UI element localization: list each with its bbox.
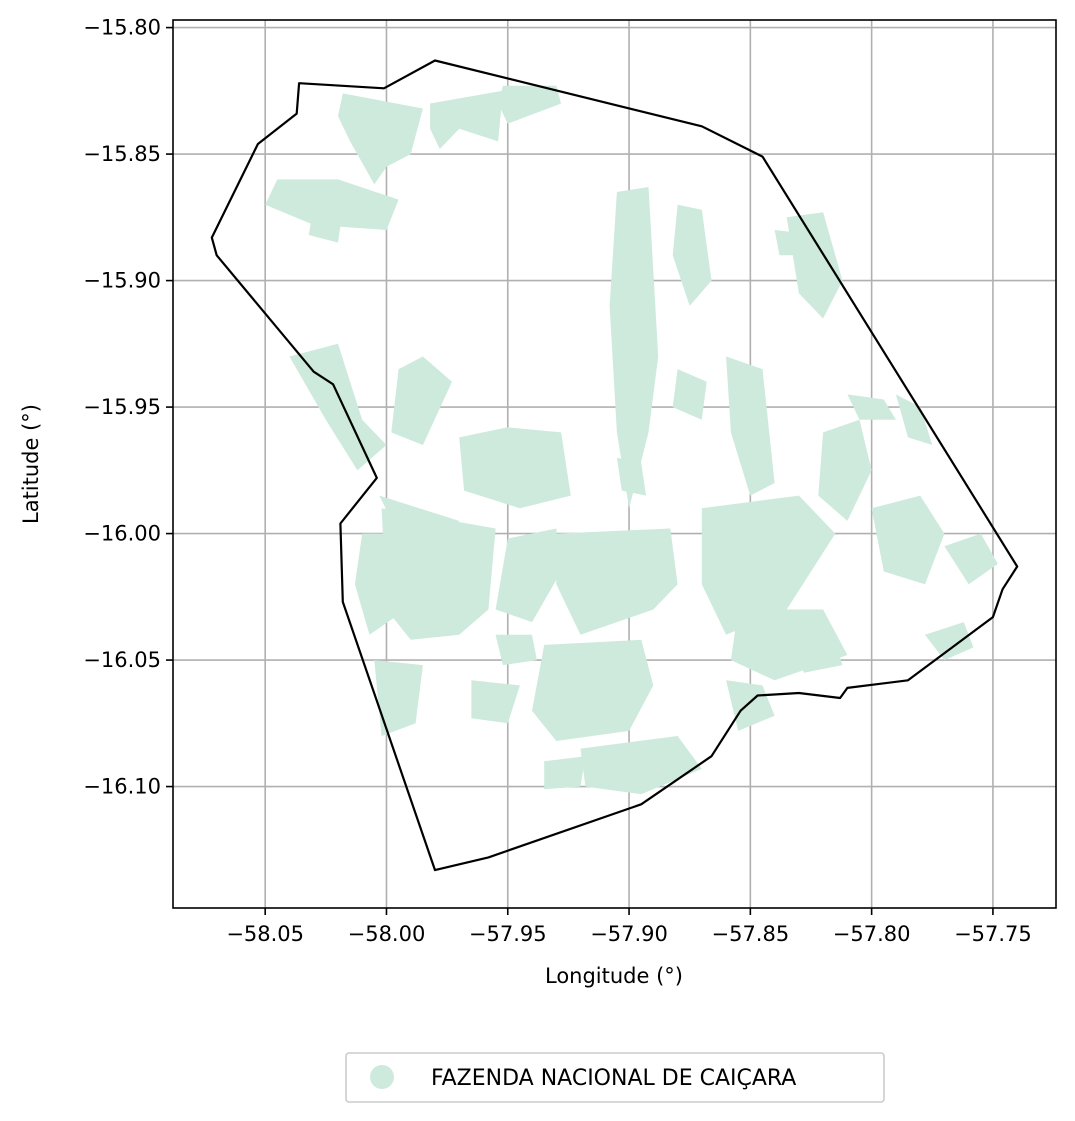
fazenda-area-patch (701, 495, 836, 635)
x-tick-label: −58.05 (226, 922, 304, 946)
fazenda-area-patch (580, 736, 702, 795)
y-tick-label: −16.05 (83, 648, 161, 672)
legend: FAZENDA NACIONAL DE CAIÇARA (345, 1052, 885, 1103)
fazenda-area-patch (374, 660, 423, 736)
y-axis-label: Latitude (°) (19, 404, 43, 524)
fazenda-area-patch (495, 528, 562, 623)
fazenda-area-patch (672, 369, 707, 420)
boundary-layer (210, 59, 1019, 872)
x-axis-label: Longitude (°) (545, 964, 683, 988)
fazenda-area-patch (871, 495, 945, 585)
fazenda-area-patch (338, 93, 423, 185)
x-tick-label: −57.75 (954, 922, 1032, 946)
fazenda-area-patch (786, 212, 843, 319)
fazenda-area-patch (265, 179, 399, 230)
x-tick-label: −57.95 (469, 922, 547, 946)
legend-frame (345, 1052, 885, 1103)
plot-frame (172, 19, 1057, 909)
y-tick-label: −16.00 (83, 522, 161, 546)
y-tick-label: −15.90 (83, 269, 161, 293)
x-tick-label: −57.85 (711, 922, 789, 946)
y-tick-label: −15.85 (83, 142, 161, 166)
x-tick-label: −57.90 (590, 922, 668, 946)
legend-label: FAZENDA NACIONAL DE CAIÇARA (431, 1066, 796, 1091)
fazenda-area-patch (925, 622, 974, 661)
fazenda-area-patch (459, 427, 571, 509)
fazenda-area-patch (609, 187, 659, 509)
y-tick-label: −15.95 (83, 395, 161, 419)
legend-marker (370, 1065, 394, 1089)
study-area-boundary (210, 59, 1019, 872)
fazenda-area-patch (544, 756, 586, 790)
fazenda-area-patch (556, 528, 678, 635)
x-ticks: −58.05 −58.00 −57.95 −57.90 −57.85 −57.80 −57.… (226, 908, 1032, 946)
fazenda-area-patch (944, 533, 998, 585)
fazenda-area-patch (495, 634, 537, 666)
x-tick-label: −57.80 (833, 922, 911, 946)
fazenda-area-patch (726, 356, 775, 496)
fazenda-area-patch (532, 639, 654, 741)
fazenda-area-patch (354, 533, 411, 635)
x-tick-label: −58.00 (348, 922, 426, 946)
fazenda-area-patch (616, 457, 646, 496)
fazenda-area-patch (498, 85, 562, 124)
fazenda-area-patch (308, 204, 343, 243)
fazenda-area-patch (895, 394, 933, 445)
y-ticks: −15.80 −15.85 −15.90 −15.95 −16.00 −16.05 −16.… (83, 16, 173, 799)
fazenda-areas (265, 85, 998, 795)
fazenda-area-patch (726, 680, 775, 731)
fazenda-area-patch (847, 394, 896, 420)
fazenda-area-patch (430, 90, 503, 149)
fazenda-area-patch (818, 419, 872, 521)
fazenda-area-patch (798, 642, 843, 673)
fazenda-area-patch (391, 356, 452, 445)
fazenda-area-patch (471, 680, 520, 724)
fazenda-area-patch (289, 343, 387, 471)
fazenda-area-patch (672, 204, 712, 306)
y-tick-label: −15.80 (83, 16, 161, 40)
y-tick-label: −16.10 (83, 775, 161, 799)
fazenda-area-patch (774, 230, 828, 256)
